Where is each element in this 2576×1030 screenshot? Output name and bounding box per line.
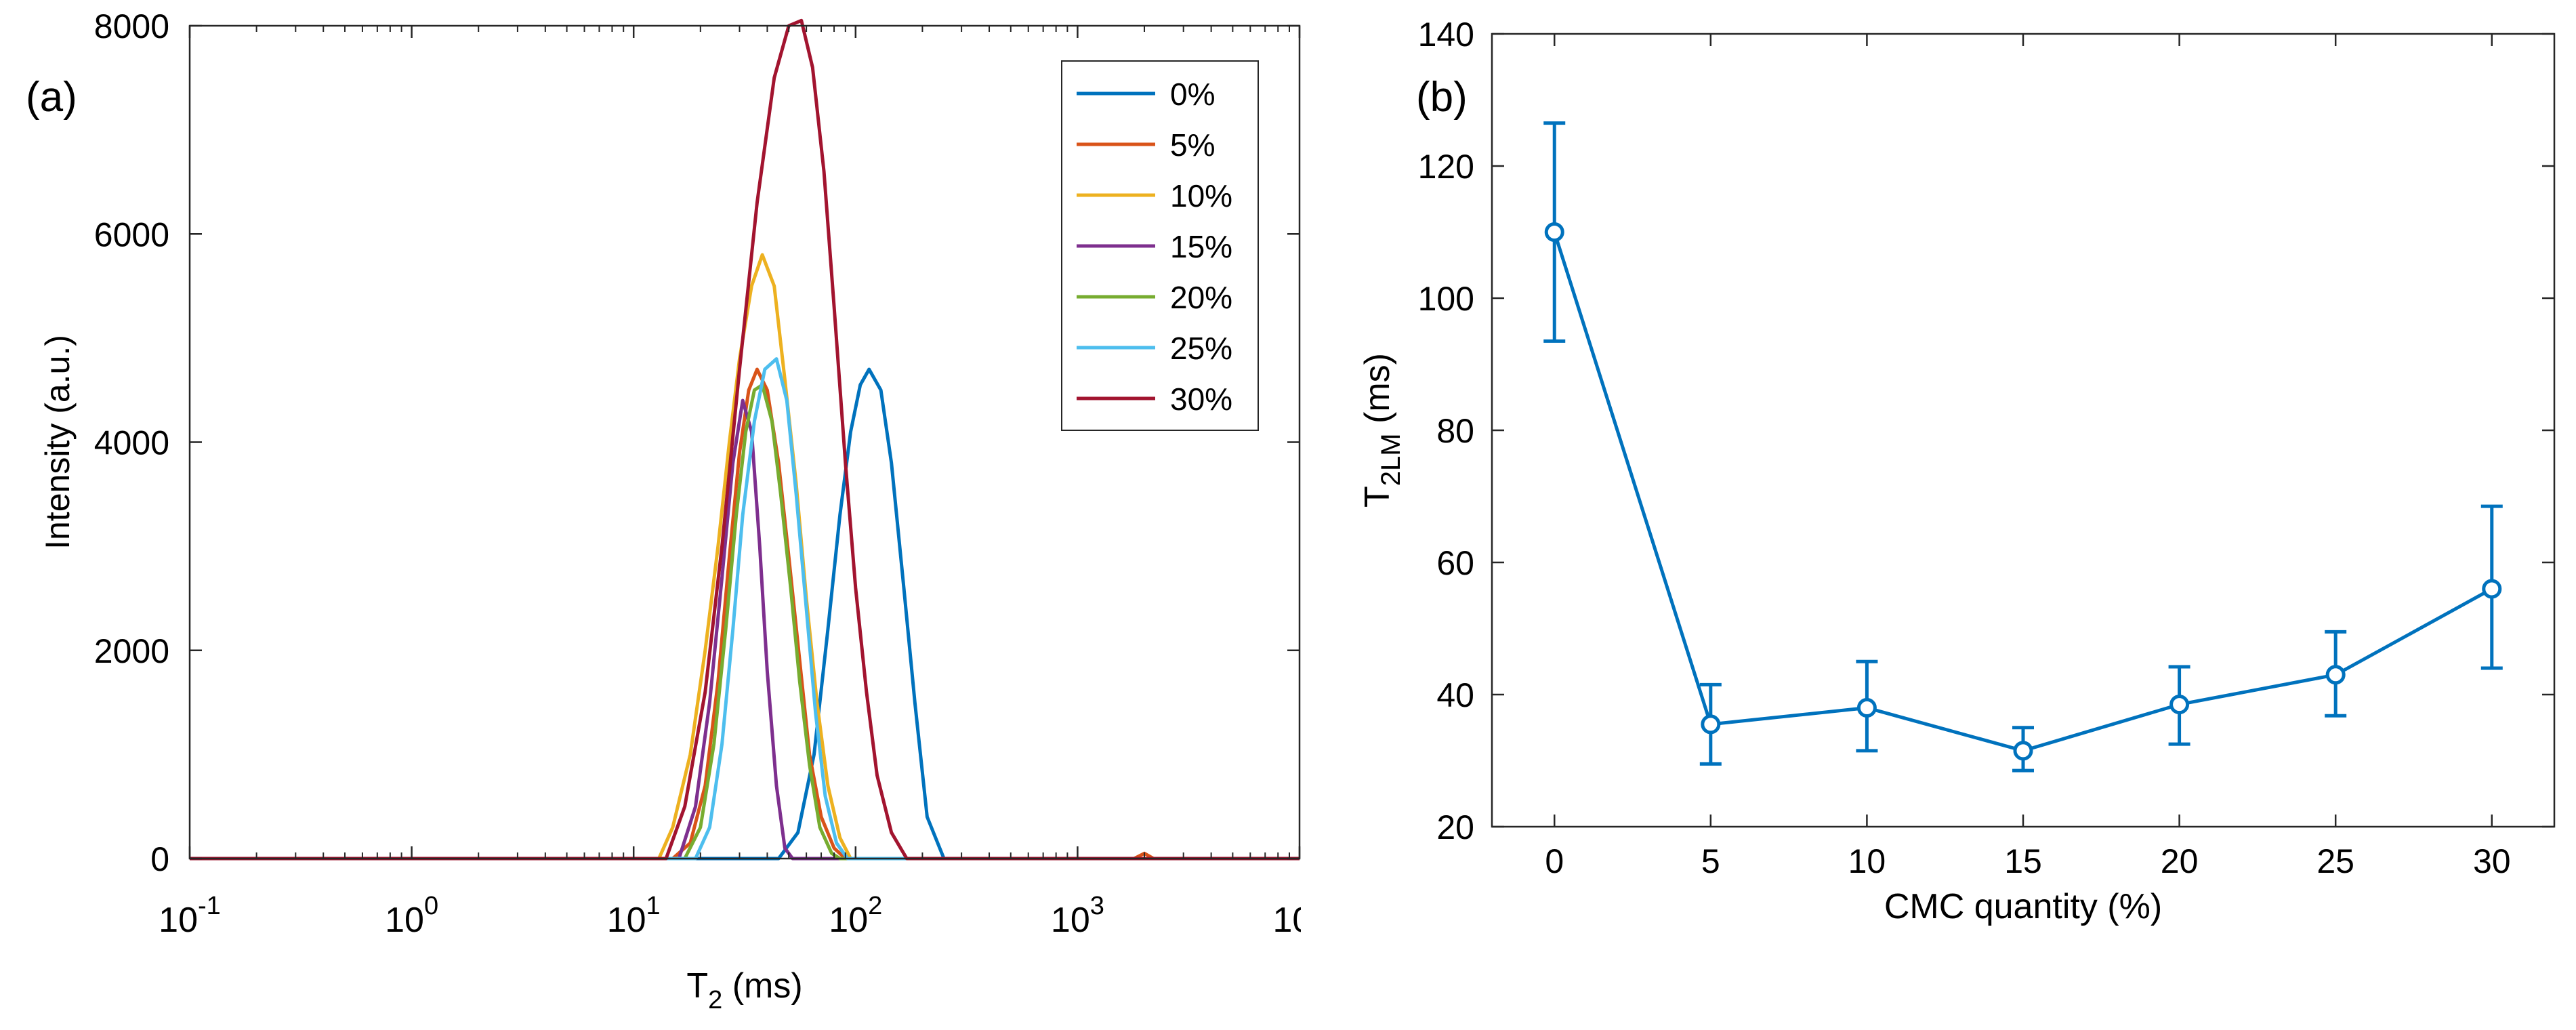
panel-a-label: (a) (26, 74, 77, 121)
y-tick-label-5: 120 (1418, 148, 1474, 186)
legend-label-5: 25% (1170, 331, 1232, 366)
x-tick-label-3: 102 (829, 892, 882, 940)
x-tick-label-2: 10 (1848, 842, 1886, 880)
legend-label-3: 15% (1170, 229, 1232, 264)
data-point-2 (1856, 698, 1877, 718)
y-tick-label-3: 6000 (94, 215, 169, 253)
x-tick-label-5: 25 (2317, 842, 2354, 880)
x-tick-label-4: 103 (1051, 892, 1104, 940)
series-line-0 (190, 367, 1300, 861)
data-point-1 (1701, 714, 1721, 735)
data-point-3 (2013, 741, 2033, 761)
legend-label-1: 5% (1170, 127, 1215, 163)
series-line-2 (190, 253, 1300, 861)
x-axis-label: CMC quantity (%) (1884, 887, 2162, 926)
x-tick-label-0: 10-1 (159, 892, 221, 940)
x-axis-label: T2 (ms) (686, 966, 802, 1014)
x-tick-label-1: 100 (385, 892, 438, 940)
data-point-4 (2169, 695, 2190, 715)
data-point-5 (2325, 665, 2346, 685)
y-tick-label-4: 100 (1418, 280, 1474, 318)
x-tick-label-6: 30 (2473, 842, 2511, 880)
data-point-0 (1544, 222, 1564, 242)
y-tick-label-3: 80 (1436, 412, 1474, 450)
y-tick-label-1: 2000 (94, 632, 169, 670)
x-tick-label-1: 5 (1701, 842, 1720, 880)
y-tick-label-4: 8000 (94, 7, 169, 45)
t2lm-chart: 0 5 10 15 20 25 30 20 40 60 80 100 120 140 CMC quantit… (1358, 16, 2556, 926)
y-tick-label-1: 40 (1436, 676, 1474, 714)
x-tick-label-2: 101 (607, 892, 661, 940)
x-tick-label-3: 15 (2004, 842, 2042, 880)
plot-area (1492, 34, 2554, 827)
series-line-4 (190, 383, 1300, 861)
legend-label-2: 10% (1170, 178, 1232, 213)
series-line-6 (190, 18, 1300, 861)
panel-b-label: (b) (1416, 74, 1468, 121)
legend: 0% 5% 10% 15% 20% 25% 30% (1061, 60, 1259, 431)
x-tick-label-0: 0 (1545, 842, 1564, 880)
legend-label-6: 30% (1170, 382, 1232, 417)
x-tick-label-5: 104 (1273, 892, 1301, 940)
series-line-5 (190, 357, 1300, 861)
y-tick-label-2: 4000 (94, 424, 169, 462)
data-point-6 (2482, 579, 2502, 599)
legend-label-4: 20% (1170, 280, 1232, 315)
y-tick-label-2: 60 (1436, 544, 1474, 582)
y-axis-label: Intensity (a.u.) (39, 335, 77, 550)
y-tick-label-6: 140 (1418, 16, 1474, 54)
legend-label-0: 0% (1170, 77, 1215, 112)
y-tick-label-0: 0 (150, 840, 169, 878)
series-line-3 (190, 398, 1300, 861)
intensity-chart: 10-1 100 101 102 103 104 0 2000 4000 6000 8000 T2 (… (39, 7, 1301, 1014)
y-tick-label-0: 20 (1436, 808, 1474, 846)
y-axis-label: T2LM (ms) (1358, 353, 1406, 508)
x-tick-label-4: 20 (2161, 842, 2199, 880)
